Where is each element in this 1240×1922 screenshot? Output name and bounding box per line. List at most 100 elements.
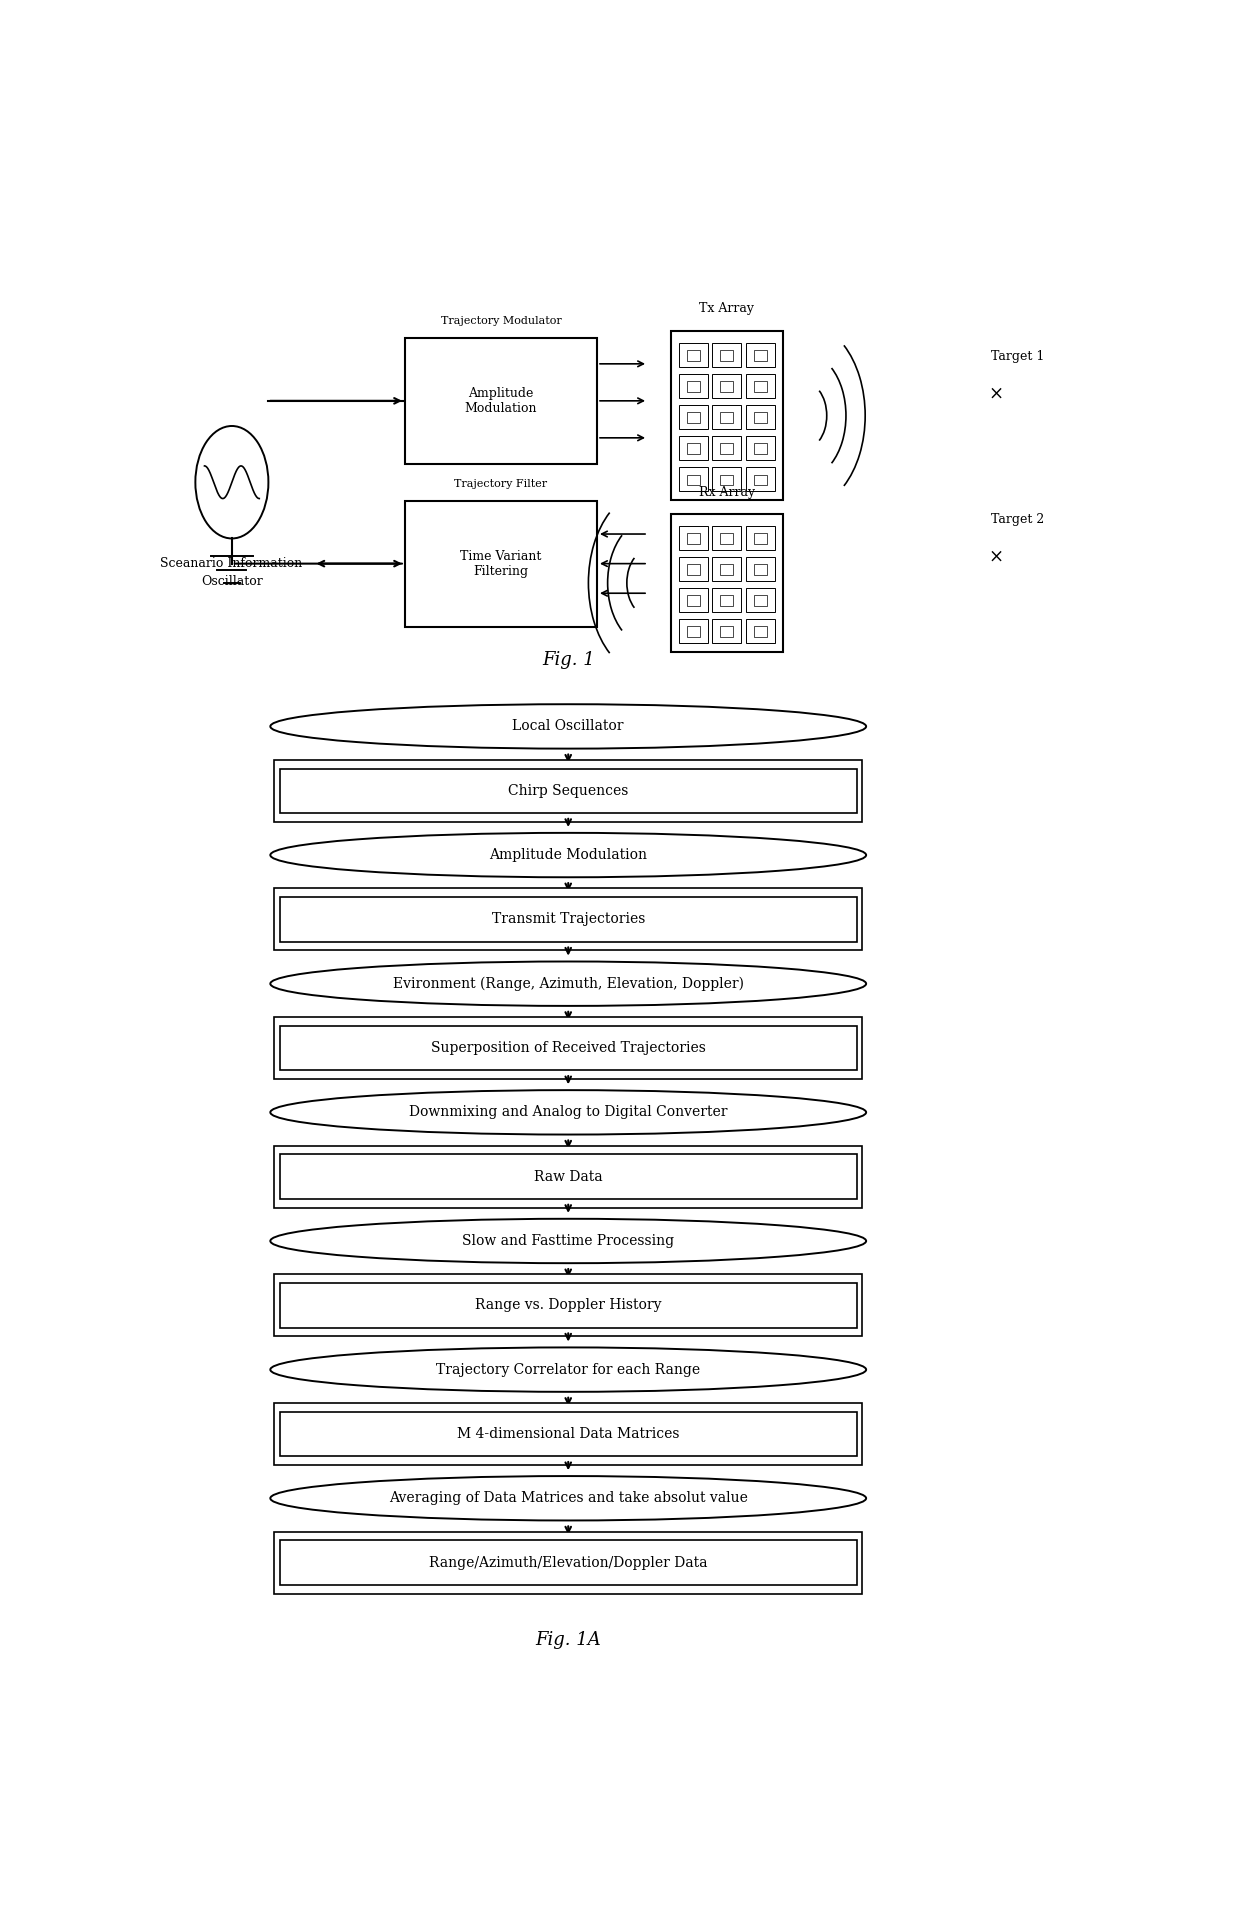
Bar [712,406,742,429]
Text: Trajectory Filter: Trajectory Filter [454,479,548,488]
Bar [720,627,733,636]
Bar [754,381,766,392]
Bar [280,1413,857,1457]
Bar [746,467,775,492]
Text: Trajectory Correlator for each Range: Trajectory Correlator for each Range [436,1363,701,1376]
Bar [746,527,775,550]
Bar [746,619,775,642]
Bar [720,475,733,484]
Text: ×: × [988,548,1003,565]
Text: Local Oscillator: Local Oscillator [512,719,624,734]
Bar [746,406,775,429]
Text: Averaging of Data Matrices and take absolut value: Averaging of Data Matrices and take abso… [389,1491,748,1505]
Text: Time Variant
Filtering: Time Variant Filtering [460,550,542,579]
Bar [678,557,708,580]
Bar [687,563,699,575]
Text: Trajectory Modulator: Trajectory Modulator [440,315,562,327]
Bar [678,406,708,429]
Bar [754,532,766,544]
Bar [712,344,742,367]
Text: M 4-dimensional Data Matrices: M 4-dimensional Data Matrices [458,1426,680,1442]
Bar [274,1403,862,1465]
Bar [720,444,733,454]
Text: Tx Array: Tx Array [699,302,754,315]
Text: Amplitude Modulation: Amplitude Modulation [490,848,647,863]
Bar [274,888,862,951]
Text: Fig. 1A: Fig. 1A [536,1630,601,1649]
Text: Raw Data: Raw Data [534,1170,603,1184]
Bar [754,475,766,484]
Bar [404,502,598,627]
Bar [720,532,733,544]
Text: Sceanario Information: Sceanario Information [160,557,303,571]
Bar [720,563,733,575]
Bar [678,619,708,642]
Text: Oscillator: Oscillator [201,575,263,588]
Bar [687,532,699,544]
Bar [712,436,742,459]
Bar [678,467,708,492]
Bar [687,350,699,361]
Text: Target 2: Target 2 [991,513,1044,527]
Bar [746,436,775,459]
Text: Slow and Fasttime Processing: Slow and Fasttime Processing [463,1234,675,1247]
Bar [671,513,782,652]
Text: Range/Azimuth/Elevation/Doppler Data: Range/Azimuth/Elevation/Doppler Data [429,1555,708,1570]
Bar [274,1146,862,1207]
Bar [746,344,775,367]
Bar [720,413,733,423]
Bar [687,381,699,392]
Bar [720,381,733,392]
Text: ×: × [988,384,1003,402]
Bar [754,350,766,361]
Bar [754,444,766,454]
Text: Evironment (Range, Azimuth, Elevation, Doppler): Evironment (Range, Azimuth, Elevation, D… [393,976,744,992]
Bar [687,596,699,605]
Bar [746,557,775,580]
Text: Amplitude
Modulation: Amplitude Modulation [465,386,537,415]
Bar [678,375,708,398]
Bar [720,596,733,605]
Bar [754,563,766,575]
Bar [274,1274,862,1336]
Bar [720,350,733,361]
Bar [280,1026,857,1071]
Bar [712,375,742,398]
Bar [754,413,766,423]
Bar [678,344,708,367]
Bar [280,1155,857,1199]
Bar [280,898,857,942]
Bar [274,1017,862,1078]
Text: Range vs. Doppler History: Range vs. Doppler History [475,1297,661,1313]
Bar [754,596,766,605]
Bar [746,375,775,398]
Bar [678,527,708,550]
Bar [754,627,766,636]
Bar [274,1532,862,1593]
Bar [712,557,742,580]
Bar [274,759,862,823]
Bar [712,588,742,611]
Bar [678,436,708,459]
Bar [687,444,699,454]
Text: Transmit Trajectories: Transmit Trajectories [491,913,645,926]
Bar [687,475,699,484]
Bar [746,588,775,611]
Bar [678,588,708,611]
Bar [687,627,699,636]
Text: Chirp Sequences: Chirp Sequences [508,784,629,798]
Text: Downmixing and Analog to Digital Converter: Downmixing and Analog to Digital Convert… [409,1105,728,1119]
Bar [687,413,699,423]
Bar [671,331,782,500]
Bar [280,1540,857,1586]
Bar [712,467,742,492]
Bar [280,1284,857,1328]
Bar [404,338,598,463]
Text: Target 1: Target 1 [991,350,1044,363]
Bar [712,619,742,642]
Text: Rx Array: Rx Array [698,486,755,498]
Text: Fig. 1: Fig. 1 [542,652,595,669]
Text: Superposition of Received Trajectories: Superposition of Received Trajectories [430,1042,706,1055]
Bar [712,527,742,550]
Bar [280,769,857,813]
